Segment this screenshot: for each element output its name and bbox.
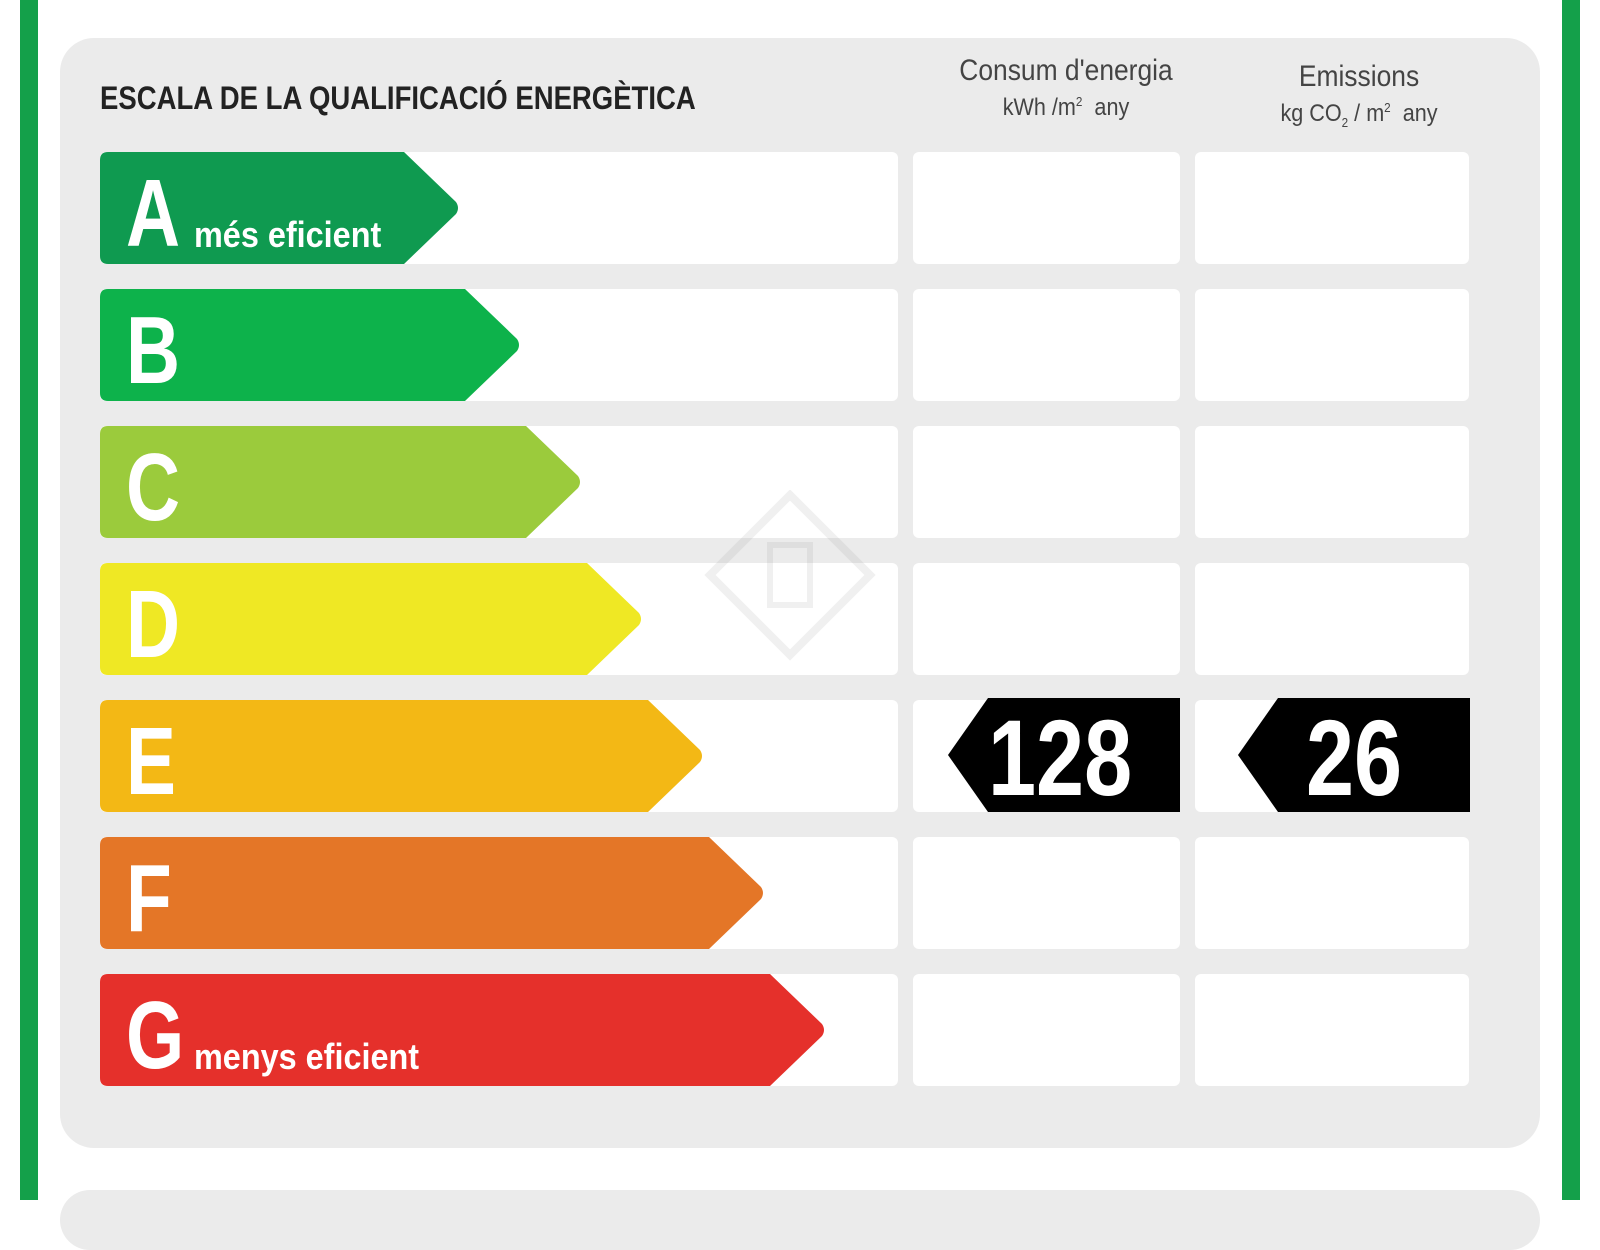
rating-arrow-e xyxy=(100,700,702,812)
rating-sublabel-a: més eficient xyxy=(194,214,382,255)
rating-letter-b: B xyxy=(126,297,181,404)
rating-arrow-c xyxy=(100,426,580,538)
rating-letter-e: E xyxy=(126,708,176,815)
energy-cell xyxy=(913,426,1180,538)
rating-sublabel-g: menys eficient xyxy=(194,1036,420,1077)
energy-value: 128 xyxy=(988,697,1133,818)
emissions-value-marker xyxy=(1238,698,1470,812)
emissions-cell xyxy=(1195,289,1469,401)
watermark-logo xyxy=(704,490,876,661)
energy-cell xyxy=(913,837,1180,949)
rating-letter-f: F xyxy=(126,845,172,952)
rating-arrow-f xyxy=(100,837,763,949)
energy-cell xyxy=(913,563,1180,675)
emissions-cell xyxy=(1195,152,1469,264)
frame-right-border xyxy=(1562,0,1580,1200)
emissions-value: 26 xyxy=(1306,697,1403,818)
rating-letter-g: G xyxy=(126,982,185,1089)
emissions-cell xyxy=(1195,837,1469,949)
rating-arrow-b xyxy=(100,289,519,401)
emissions-cell xyxy=(1195,426,1469,538)
frame-left-border xyxy=(20,0,38,1200)
energy-value-marker xyxy=(948,698,1180,812)
rating-arrow-a xyxy=(100,152,458,264)
energy-column-unit: kWh /m2 any xyxy=(1002,94,1130,121)
rating-letter-d: D xyxy=(126,571,181,678)
rating-arrow-g xyxy=(100,974,824,1086)
energy-cell xyxy=(913,152,1180,264)
emissions-column-header: Emissions kg CO2 / m2 any xyxy=(1218,60,1500,130)
energy-column-header: Consum d'energia kWh /m2 any xyxy=(930,54,1202,122)
energy-cell xyxy=(913,974,1180,1086)
rating-arrow-d xyxy=(100,563,641,675)
rating-letter-c: C xyxy=(126,434,181,541)
energy-column-title: Consum d'energia xyxy=(959,54,1173,87)
emissions-cell xyxy=(1195,974,1469,1086)
energy-cell xyxy=(913,289,1180,401)
emissions-column-title: Emissions xyxy=(1298,60,1420,93)
page-title: ESCALA DE LA QUALIFICACIÓ ENERGÈTICA xyxy=(100,80,696,116)
emissions-cell xyxy=(1195,563,1469,675)
rating-letter-a: A xyxy=(126,160,181,267)
lower-panel xyxy=(60,1190,1540,1250)
emissions-column-unit: kg CO2 / m2 any xyxy=(1280,100,1438,130)
